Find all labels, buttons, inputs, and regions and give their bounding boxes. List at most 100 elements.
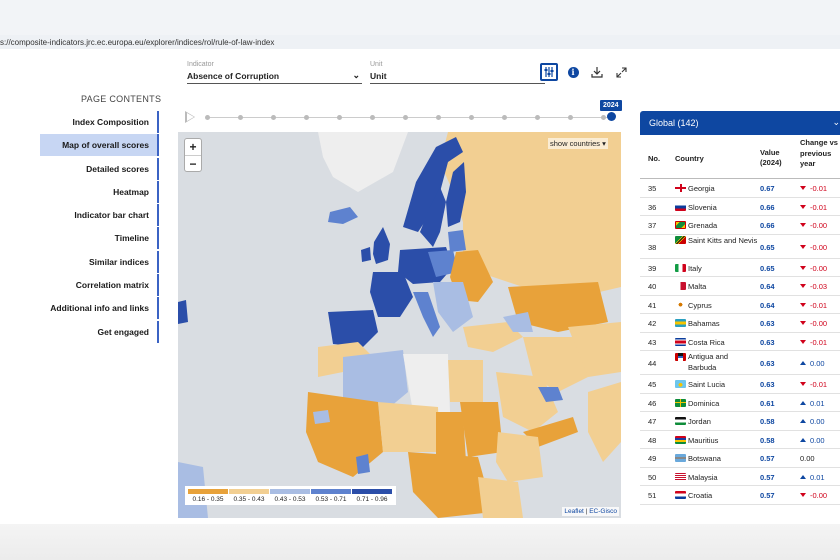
table-row[interactable]: 51 Croatia 0.57 -0.00 — [640, 486, 840, 505]
arrow-down-icon — [800, 265, 806, 270]
browser-url-bar[interactable]: s://composite-indicators.jrc.ec.europa.e… — [0, 35, 840, 49]
value-cell: 0.57 — [760, 454, 775, 463]
table-row[interactable]: 47 Jordan 0.58 0.00 — [640, 412, 840, 431]
timeline-year-dot[interactable] — [535, 115, 540, 120]
arrow-up-icon — [800, 400, 806, 405]
country-cell: Italy — [688, 263, 702, 273]
legend-range: 0.35 - 0.43 — [233, 496, 265, 503]
ec-gisco-link[interactable]: EC-Gisco — [589, 508, 617, 515]
toc-item[interactable]: Correlation matrix — [40, 274, 159, 297]
timeline-handle[interactable] — [607, 112, 616, 121]
table-row[interactable]: 48 Mauritius 0.58 0.00 — [640, 431, 840, 449]
legend-swatch — [229, 489, 269, 494]
download-icon[interactable] — [588, 63, 606, 81]
table-row[interactable]: 50 Malaysia 0.57 0.01 — [640, 468, 840, 486]
table-row[interactable]: 45 Saint Lucia 0.63 -0.01 — [640, 375, 840, 394]
indicator-select[interactable]: Indicator Absence of Corruption ⌄ — [187, 61, 362, 84]
map-toolbar: i — [540, 63, 630, 81]
year-timeline[interactable]: 2024 — [185, 100, 622, 129]
zoom-out-button[interactable]: − — [185, 155, 201, 171]
map-legend: 0.16 - 0.35 0.35 - 0.43 0.43 - 0.53 0.53 - … — [185, 486, 396, 505]
unit-select[interactable]: Unit Unit — [370, 61, 545, 84]
country-flag-icon — [675, 263, 686, 272]
toc-item[interactable]: Additional info and links — [40, 297, 159, 320]
value-cell: 0.58 — [760, 435, 775, 445]
arrow-down-icon — [800, 284, 806, 288]
expand-icon[interactable] — [612, 63, 630, 81]
toc-item[interactable]: Indicator bar chart — [40, 204, 159, 227]
country-norway — [403, 137, 463, 232]
country-cell: Slovenia — [688, 202, 717, 212]
toc-item[interactable]: Heatmap — [40, 180, 159, 203]
timeline-year-dot[interactable] — [436, 115, 441, 120]
value-cell: 0.65 — [760, 263, 775, 273]
show-countries-toggle[interactable]: show countries ▾ — [548, 138, 608, 149]
timeline-year-badge: 2024 — [600, 100, 622, 111]
timeline-year-dot[interactable] — [337, 115, 342, 120]
zoom-in-button[interactable]: + — [189, 140, 197, 154]
timeline-year-dot[interactable] — [502, 115, 507, 120]
page-content: Indicator Absence of Corruption ⌄ Unit Un… — [0, 49, 840, 524]
play-icon[interactable] — [185, 111, 195, 123]
country-chad — [436, 412, 466, 462]
timeline-year-dot[interactable] — [238, 115, 243, 120]
legend-range: 0.43 - 0.53 — [274, 496, 306, 503]
table-row[interactable]: 38 Saint Kitts and Nevis 0.65 -0.00 — [640, 235, 840, 259]
table-row[interactable]: 36 Slovenia 0.66 -0.01 — [640, 198, 840, 216]
col-country[interactable]: Country — [675, 154, 704, 163]
change-value: -0.00 — [810, 221, 828, 230]
country-central-africa — [408, 452, 493, 518]
timeline-year-dot[interactable] — [403, 115, 408, 120]
legend-range: 0.16 - 0.35 — [192, 496, 224, 503]
col-change[interactable]: Change vs previous year — [800, 138, 838, 168]
col-value[interactable]: Value (2024) — [760, 148, 782, 167]
timeline-year-dot[interactable] — [568, 115, 573, 120]
toc-item[interactable]: Similar indices — [40, 250, 159, 273]
timeline-year-dot[interactable] — [304, 115, 309, 120]
rank-cell: 43 — [648, 337, 657, 347]
table-row[interactable]: 41 Cyprus 0.64 -0.01 — [640, 296, 840, 314]
toc-item[interactable]: Detailed scores — [40, 157, 159, 180]
change-cell: -0.00 — [800, 221, 827, 230]
toc-item[interactable]: Timeline — [40, 227, 159, 250]
toc-item[interactable]: Get engaged — [40, 320, 159, 343]
table-row[interactable]: 35 Georgia 0.67 -0.01 — [640, 179, 840, 198]
country-caribbean-edge — [178, 300, 188, 324]
table-row[interactable]: 43 Costa Rica 0.63 -0.01 — [640, 333, 840, 351]
info-button[interactable]: i — [564, 63, 582, 81]
sliders-icon[interactable] — [540, 63, 558, 81]
choropleth-map[interactable]: + − show countries ▾ 0.16 - 0.35 0.35 - 0… — [178, 132, 621, 518]
value-cell: 0.64 — [760, 282, 775, 291]
change-cell: -0.01 — [800, 184, 827, 193]
table-row[interactable]: 37 Grenada 0.66 -0.00 — [640, 216, 840, 235]
table-row[interactable]: 49 Botswana 0.57 0.00 — [640, 449, 840, 468]
info-icon: i — [567, 66, 579, 78]
col-no[interactable]: No. — [648, 154, 661, 163]
ranking-scope-select[interactable]: Global (142) ⌄ — [640, 111, 840, 135]
table-row[interactable]: 42 Bahamas 0.63 -0.00 — [640, 314, 840, 333]
change-value: 0.00 — [810, 359, 825, 368]
ranking-panel: Global (142) ⌄ No. Country Value (2024) C… — [640, 111, 840, 506]
country-flag-icon — [675, 491, 686, 499]
country-flag-icon — [675, 417, 686, 425]
toc-item[interactable]: Index Composition — [40, 111, 159, 133]
arrow-down-icon — [800, 186, 806, 190]
table-row[interactable]: 44 Antigua and Barbuda 0.63 0.00 — [640, 351, 840, 375]
leaflet-link[interactable]: Leaflet — [564, 508, 584, 515]
timeline-year-dot[interactable] — [601, 115, 606, 120]
table-row[interactable]: 39 Italy 0.65 -0.00 — [640, 259, 840, 277]
timeline-year-dot[interactable] — [370, 115, 375, 120]
page-contents-nav: Index Composition Map of overall scores De… — [40, 111, 159, 344]
attribution-separator: | — [583, 508, 590, 515]
table-row[interactable]: 40 Malta 0.64 -0.03 — [640, 277, 840, 296]
toc-item[interactable]: Map of overall scores — [40, 134, 159, 157]
country-mali-niger — [378, 402, 440, 452]
country-greenland-area — [318, 132, 408, 192]
timeline-year-dot[interactable] — [205, 115, 210, 120]
table-row[interactable]: 46 Dominica 0.61 0.01 — [640, 394, 840, 412]
value-cell: 0.66 — [760, 202, 775, 212]
timeline-year-dot[interactable] — [271, 115, 276, 120]
map-canvas[interactable] — [178, 132, 621, 518]
timeline-year-dot[interactable] — [469, 115, 474, 120]
country-iceland — [328, 207, 358, 224]
